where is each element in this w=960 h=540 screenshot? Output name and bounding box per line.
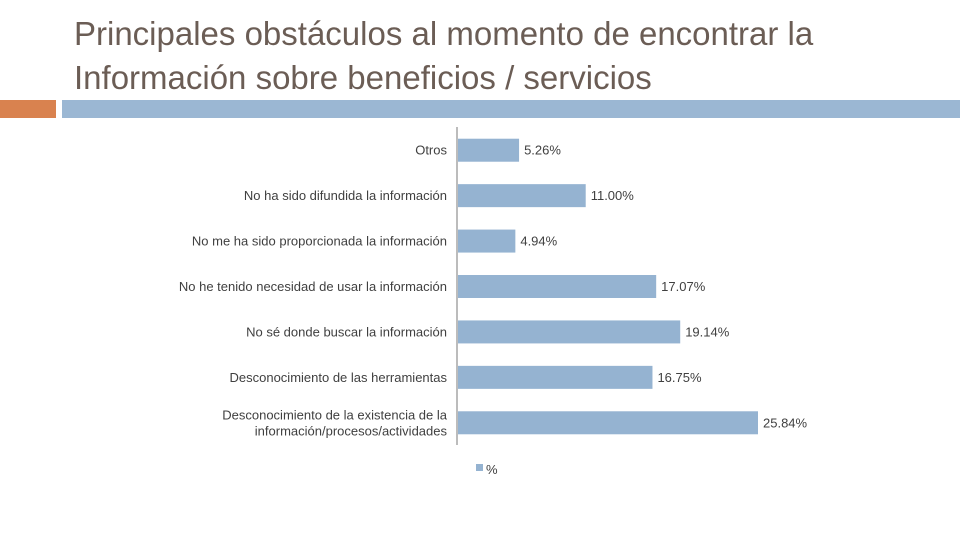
slide-title: Principales obstáculos al momento de enc… [74,15,814,96]
data-label: 17.07% [661,279,706,294]
legend-label: % [486,462,498,477]
bar [458,138,520,162]
bar [458,229,516,253]
title-accent-bar-blue [62,100,960,118]
bar [458,320,681,344]
category-label: Desconocimiento de las herramientas [230,370,448,385]
data-label: 19.14% [685,324,730,339]
data-label: 11.00% [591,188,635,203]
bar [458,365,653,389]
category-label: información/procesos/actividades [255,423,448,438]
data-label: 4.94% [520,234,557,249]
category-label: No me ha sido proporcionada la informaci… [192,234,447,249]
data-label: 16.75% [657,370,702,385]
category-label: Otros [415,143,447,158]
legend-swatch [476,464,483,471]
bar [458,275,657,298]
bar [458,184,586,208]
category-label: Desconocimiento de la existencia de la [222,407,448,422]
category-label: No sé donde buscar la información [246,324,447,339]
bar [458,411,758,435]
title-accent-bar-orange [0,100,56,118]
category-label: No he tenido necesidad de usar la inform… [179,279,447,294]
data-label: 5.26% [524,143,561,158]
category-label: No ha sido difundida la información [244,188,447,203]
data-label: 25.84% [763,415,808,430]
